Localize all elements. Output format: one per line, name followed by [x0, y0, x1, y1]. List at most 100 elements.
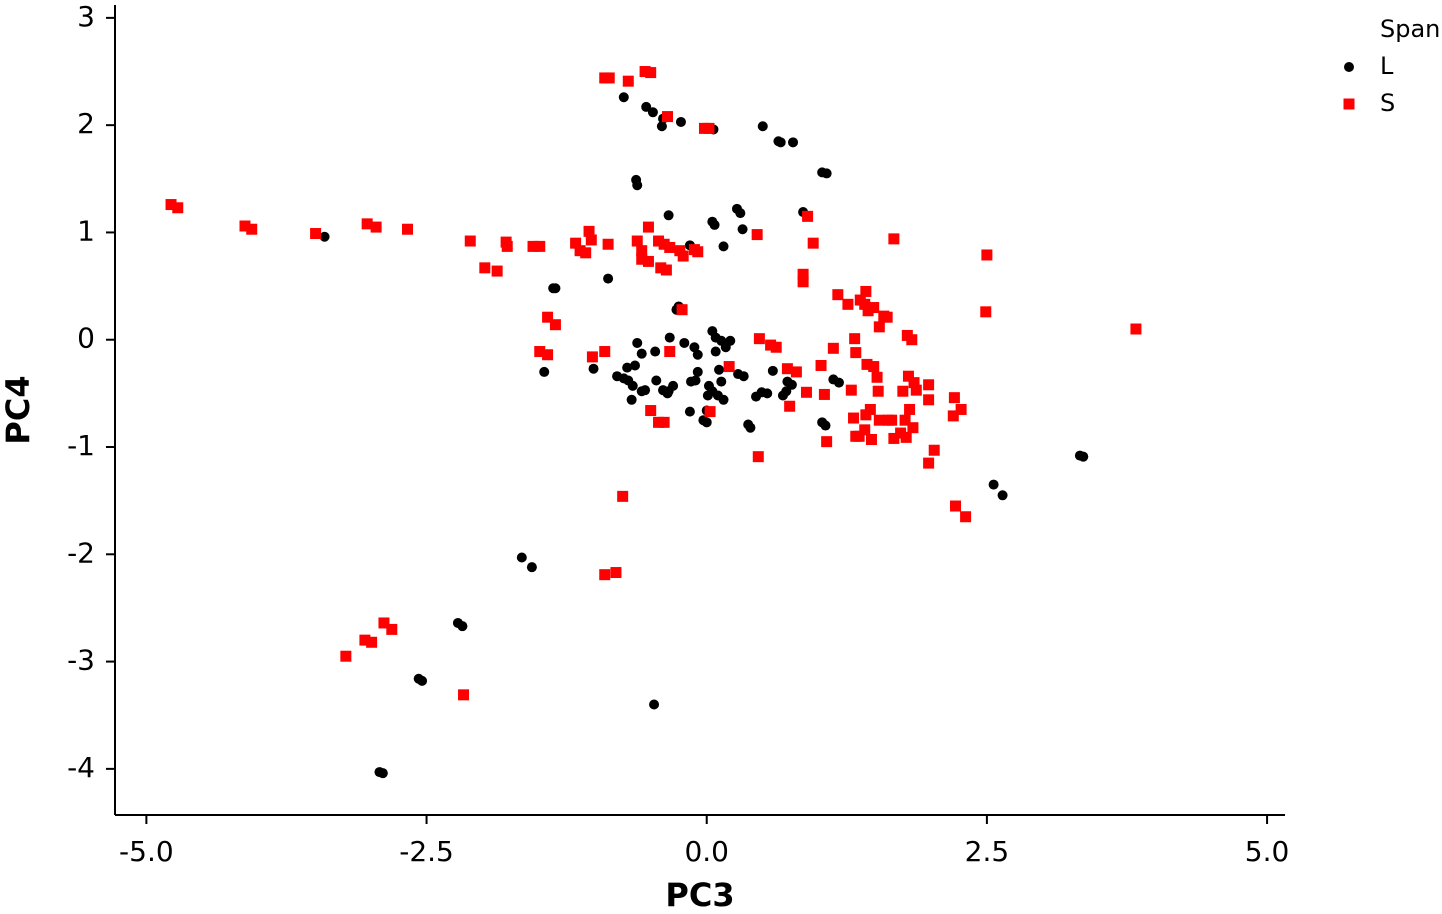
point: [897, 385, 909, 397]
point: [516, 552, 527, 563]
x-tick-label: 5.0: [1245, 835, 1290, 868]
y-tick-label: -4: [67, 751, 95, 784]
point: [627, 380, 638, 391]
point: [947, 410, 959, 422]
point: [988, 479, 999, 490]
point: [662, 388, 673, 399]
point: [868, 361, 880, 373]
point: [370, 221, 382, 233]
point: [539, 366, 550, 377]
point: [656, 121, 667, 132]
point: [714, 364, 725, 375]
point: [955, 403, 967, 415]
point: [765, 339, 777, 351]
point: [610, 567, 622, 579]
point: [534, 240, 546, 252]
point: [888, 233, 900, 245]
point: [653, 235, 665, 247]
point: [378, 617, 390, 629]
point: [960, 511, 972, 523]
y-tick-label: 3: [77, 0, 95, 33]
point: [997, 490, 1008, 501]
point: [660, 264, 672, 276]
point: [645, 405, 657, 417]
point: [599, 569, 611, 581]
point: [753, 333, 765, 345]
point: [641, 101, 652, 112]
point: [542, 311, 554, 323]
point: [737, 224, 748, 235]
point: [757, 121, 768, 132]
y-tick-label: -3: [67, 644, 95, 677]
point: [588, 363, 599, 374]
point: [832, 289, 844, 301]
point: [751, 391, 762, 402]
point: [770, 341, 782, 353]
point: [239, 220, 251, 232]
point: [626, 394, 637, 405]
point: [664, 346, 676, 358]
point: [751, 229, 763, 241]
point: [900, 431, 912, 443]
y-tick-label: -1: [67, 429, 95, 462]
point: [689, 342, 700, 353]
point: [762, 388, 773, 399]
point: [860, 285, 872, 297]
point: [950, 500, 962, 512]
point: [603, 72, 615, 84]
point: [848, 412, 860, 424]
point: [827, 342, 839, 354]
point: [820, 420, 831, 431]
point: [904, 403, 916, 415]
x-tick-label: 0.0: [684, 835, 729, 868]
point: [676, 304, 688, 316]
point: [645, 67, 657, 79]
point: [710, 346, 721, 357]
point: [586, 351, 598, 363]
point: [630, 360, 640, 371]
point: [526, 562, 537, 573]
point: [797, 268, 809, 280]
point: [458, 689, 470, 701]
point: [651, 375, 662, 386]
point: [679, 337, 690, 348]
point: [821, 168, 832, 179]
point: [923, 457, 935, 469]
point: [888, 432, 900, 444]
point: [386, 623, 398, 635]
point: [675, 116, 686, 127]
point: [653, 416, 665, 428]
point: [617, 490, 629, 502]
point: [479, 262, 491, 274]
point: [873, 321, 885, 333]
point: [662, 111, 673, 123]
point: [868, 302, 880, 314]
legend-title: Span: [1380, 15, 1440, 43]
point: [636, 386, 647, 397]
point: [647, 107, 658, 118]
point: [797, 276, 809, 288]
point: [172, 202, 184, 214]
point: [692, 246, 704, 258]
point: [859, 424, 871, 436]
point: [603, 273, 614, 284]
point: [872, 385, 884, 397]
point: [790, 366, 802, 378]
legend-marker: [1344, 62, 1354, 72]
point: [664, 332, 675, 343]
point: [417, 675, 428, 686]
point: [777, 390, 788, 401]
point: [618, 92, 629, 103]
point: [246, 223, 258, 235]
point: [745, 422, 756, 433]
point: [580, 247, 592, 259]
point: [738, 371, 749, 382]
point: [725, 335, 736, 346]
point: [636, 348, 647, 359]
point: [677, 250, 689, 262]
x-tick-label: -2.5: [399, 835, 454, 868]
point: [709, 219, 720, 230]
point: [702, 390, 713, 401]
x-tick-label: 2.5: [965, 835, 1010, 868]
point: [550, 283, 561, 294]
